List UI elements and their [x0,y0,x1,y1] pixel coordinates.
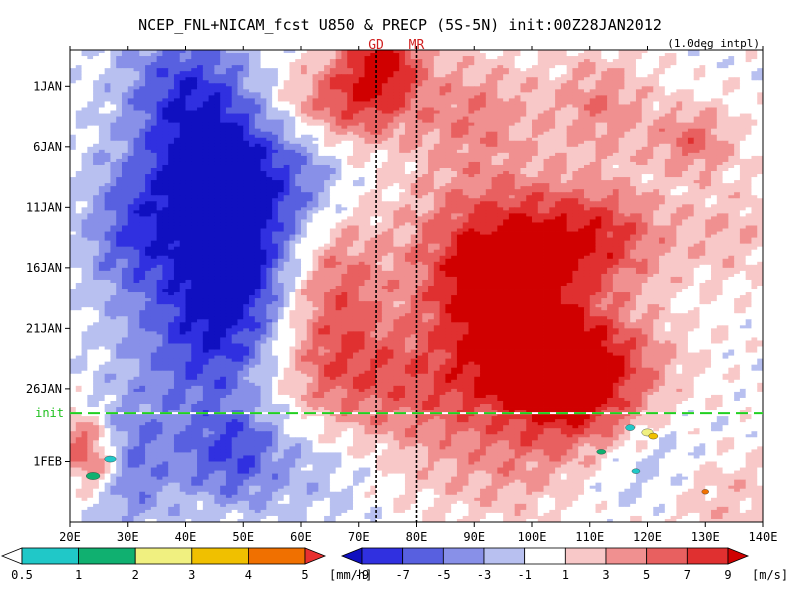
colorbar-end [727,547,750,565]
colorbar-swatch [402,547,444,565]
x-tick-label: 50E [232,530,254,544]
colorbar-label: 4 [245,568,252,582]
y-tick-label: 21JAN [26,321,62,335]
y-tick-label: 6JAN [33,140,62,154]
u850-field [70,50,764,523]
colorbar-label: -3 [477,568,491,582]
colorbar-unit: [mm/h] [329,568,372,582]
y-tick-label: 1JAN [33,79,62,93]
colorbar-swatch [605,547,648,565]
colorbar-swatch [564,547,607,565]
y-tick-label: 16JAN [26,261,62,275]
colorbar-label: 7 [684,568,691,582]
precip-colorbar: 0.5 1 2 3 4 5 [mm/h] [0,547,372,582]
colorbar-end [340,547,363,565]
colorbar-swatch [247,547,306,565]
y-tick-label: 11JAN [26,200,62,214]
colorbar-label: 5 [301,568,308,582]
x-tick-label: 30E [117,530,139,544]
x-tick-label: 80E [406,530,428,544]
colorbar-swatch [21,547,79,565]
reference-lines: GD MR init [35,38,763,522]
plot-area [69,49,764,523]
x-tick-label: 60E [290,530,312,544]
x-tick-label: 70E [348,530,370,544]
colorbar-end [0,547,23,565]
colorbar-unit: [m/s] [752,568,788,582]
colorbar-label: 2 [132,568,139,582]
colorbar-label: 9 [724,568,731,582]
x-tick-label: 20E [59,530,81,544]
chart-subtitle: (1.0deg intpl) [667,37,760,50]
u850-colorbar: -9 -7 -5 -3 -1 1 3 5 7 9 [m/s] [340,547,788,582]
y-axis: 1JAN 6JAN 11JAN 16JAN 21JAN 26JAN 1FEB [26,79,70,468]
x-tick-label: 40E [175,530,197,544]
chart-title: NCEP_FNL+NICAM_fcst U850 & PRECP (5S-5N)… [138,16,662,34]
y-tick-label: 26JAN [26,382,62,396]
colorbar-swatch [483,547,526,565]
colorbar-label: -9 [355,568,369,582]
colorbar-swatch [78,547,136,565]
reference-label-mr: MR [409,38,425,53]
colorbar-label: 3 [602,568,609,582]
precip-field [85,424,709,495]
colorbar-label: -1 [517,568,531,582]
colorbar-swatch [646,547,688,565]
colorbar-swatch [361,547,404,565]
x-axis: 20E 30E 40E 50E 60E 70E 80E 90E 100E 110E 120E 130E… [59,46,777,544]
colorbar-label: 0.5 [11,568,33,582]
colorbar-label: -7 [395,568,409,582]
colorbar-label: -5 [436,568,450,582]
colorbar-swatch [524,547,566,565]
x-tick-label: 130E [691,530,720,544]
colorbar-swatch [134,547,193,565]
colorbar-swatch [686,547,729,565]
colorbar-label: 1 [562,568,569,582]
y-tick-label: 1FEB [33,454,62,468]
colorbar-end [304,547,327,565]
colorbar-label: 1 [75,568,82,582]
colorbar-swatch [442,547,485,565]
x-tick-label: 90E [463,530,485,544]
x-tick-label: 140E [749,530,778,544]
x-tick-label: 110E [575,530,604,544]
colorbar-label: 3 [188,568,195,582]
x-tick-label: 100E [518,530,547,544]
colorbar-label: 5 [643,568,650,582]
init-label: init [35,406,64,420]
reference-label-gd: GD [368,38,384,53]
colorbar-swatch [191,547,249,565]
x-tick-label: 120E [633,530,662,544]
